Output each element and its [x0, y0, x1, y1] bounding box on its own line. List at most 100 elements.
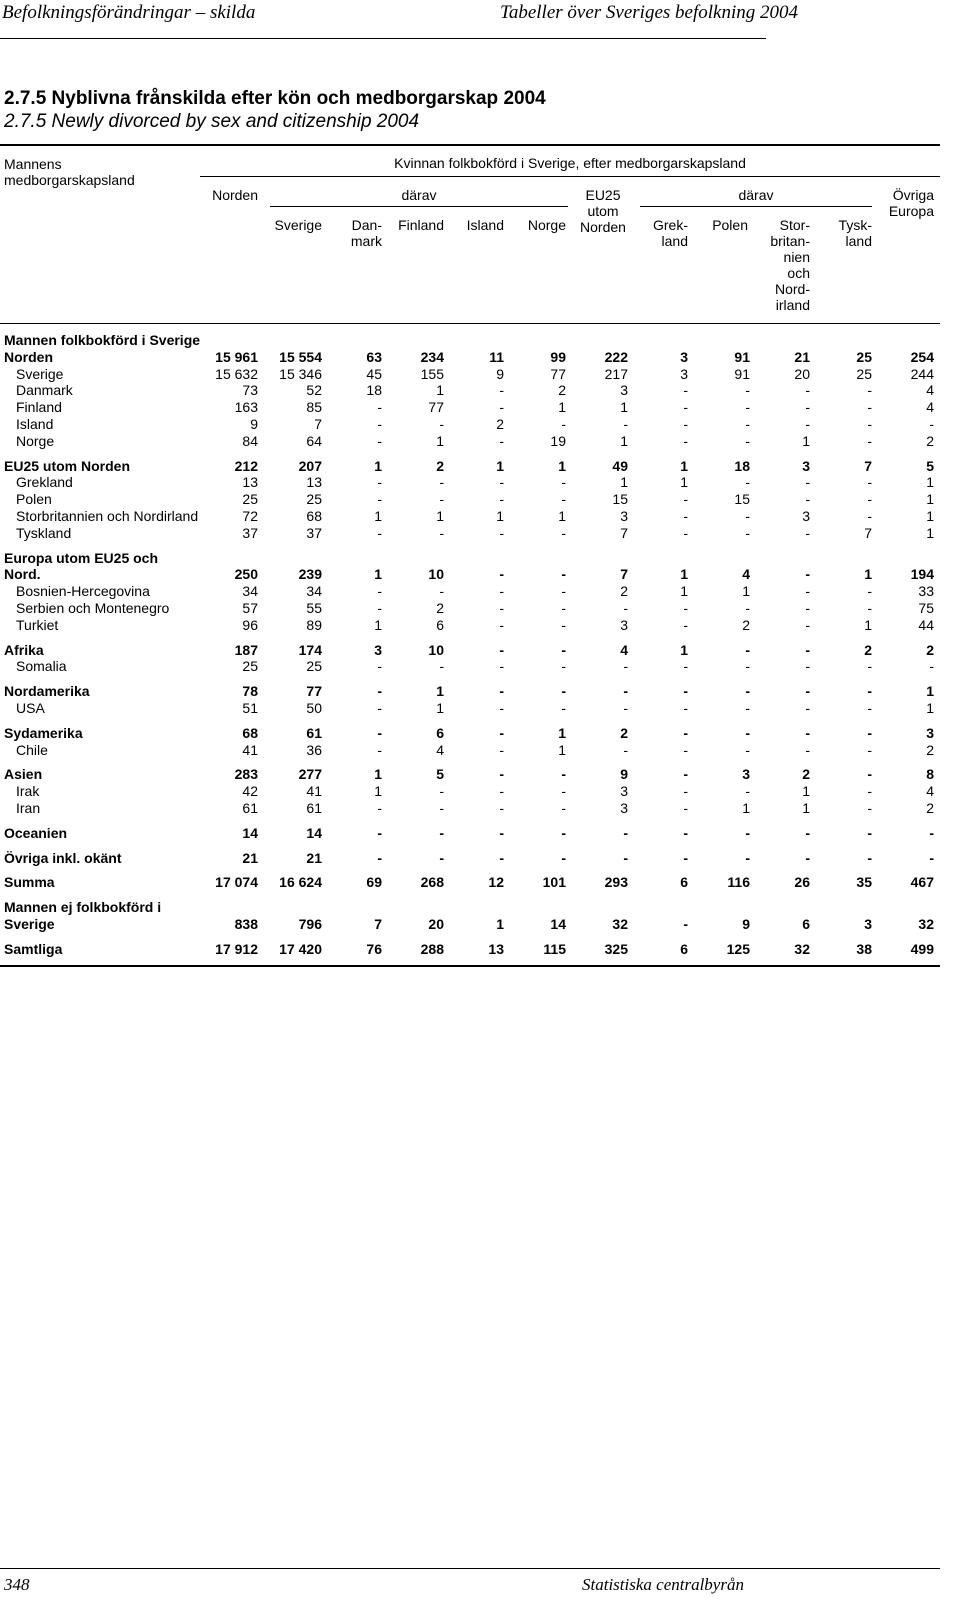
row-label: Serbien och Montenegro — [16, 600, 170, 616]
cell-value: 69 — [366, 874, 382, 891]
cell-value: - — [805, 724, 810, 741]
cell-value: 26 — [794, 874, 810, 891]
cell-value: 6 — [680, 874, 688, 891]
cell-value: 6 — [436, 616, 444, 633]
cell-value: 3 — [742, 766, 750, 783]
cell-value: 3 — [620, 382, 628, 399]
row-label: Sydamerika — [4, 724, 83, 741]
table-row: Övriga inkl. okänt 21 21 - - - - - - - - - - — [0, 850, 940, 867]
table-row: Polen 25 25 - - - - 15 - 15 - - 1 — [0, 491, 940, 508]
cell-value: 68 — [306, 508, 322, 524]
cell-value: 13 — [242, 474, 258, 491]
col-danmark: Dan- mark — [350, 217, 382, 249]
cell-value: 15 — [612, 491, 628, 508]
cell-value: 212 — [234, 457, 258, 474]
cell-value: 2 — [926, 641, 934, 658]
col-norden: Norden — [212, 187, 258, 203]
col-storbritannien: Stor- britan- nien och Nord- irland — [770, 217, 810, 313]
cell-value: 18 — [366, 382, 382, 399]
row-label: Irak — [16, 783, 40, 800]
cell-value: 34 — [242, 583, 258, 600]
cell-value: 6 — [802, 916, 810, 932]
cell-value: - — [377, 399, 382, 416]
cell-value: - — [377, 583, 382, 600]
cell-value: 85 — [306, 399, 322, 416]
cell-value: 1 — [802, 800, 810, 816]
cell-value: 3 — [926, 724, 934, 741]
cell-value: - — [439, 474, 444, 491]
cell-value: 1 — [926, 700, 934, 716]
cell-value: 2 — [620, 583, 628, 600]
col-tyskland: Tysk- land — [838, 217, 872, 249]
cell-value: 1 — [680, 457, 688, 474]
col-island: Island — [466, 217, 504, 233]
table-row: Sverige 15 632 15 346 45 155 9 77 217 3 91 20 25 244 — [0, 366, 940, 383]
cell-value: 17 912 — [215, 940, 258, 957]
cell-value: 293 — [604, 874, 628, 891]
cell-value: 4 — [742, 566, 750, 583]
cell-value: 64 — [306, 432, 322, 449]
cell-value: 2 — [742, 616, 750, 633]
cell-value: 8 — [926, 766, 934, 783]
cell-value: - — [805, 600, 810, 616]
table-top-rule — [0, 144, 940, 146]
cell-value: 14 — [550, 916, 566, 932]
cell-value: - — [805, 399, 810, 416]
cell-value: 61 — [306, 724, 322, 741]
row-label: Storbritannien och Nordirland — [16, 508, 199, 524]
cell-value: 1 — [926, 491, 934, 508]
cell-value: 2 — [436, 600, 444, 616]
cell-value: - — [561, 474, 566, 491]
cell-value: 1 — [436, 382, 444, 399]
row-label: Mannen folkbokförd i Sverige — [4, 332, 201, 348]
table-row: Irak 42 41 1 - - - 3 - - 1 - 4 — [0, 783, 940, 800]
cell-value: - — [745, 824, 750, 841]
row-label: Danmark — [16, 382, 73, 399]
cell-value: - — [683, 916, 688, 932]
row-label: Turkiet — [16, 616, 59, 633]
cell-value: 1 — [558, 508, 566, 524]
cell-value: 52 — [306, 382, 322, 399]
cell-value: 2 — [802, 766, 810, 783]
header-bottom-rule — [0, 323, 940, 324]
cell-value: 1 — [558, 399, 566, 416]
row-label: Chile — [16, 741, 48, 758]
table-row: Bosnien-Hercegovina 34 34 - - - - 2 1 1 - - 33 — [0, 583, 940, 600]
cell-value: - — [623, 824, 628, 841]
cell-value: 77 — [428, 399, 444, 416]
cell-value: 77 — [306, 683, 322, 700]
cell-value: 1 — [436, 683, 444, 700]
section-heading: Mannen ej folkbokförd i — [0, 899, 940, 916]
cell-value: - — [867, 783, 872, 800]
cell-value: - — [683, 524, 688, 541]
cell-value: - — [499, 474, 504, 491]
cell-value: 1 — [374, 783, 382, 800]
table-row: Chile 41 36 - 4 - 1 - - - - - 2 — [0, 742, 940, 759]
cell-value: 25 — [856, 348, 872, 365]
table-row: Grekland 13 13 - - - - 1 1 - - - 1 — [0, 474, 940, 491]
cell-value: 15 961 — [215, 348, 258, 365]
cell-value: 89 — [306, 616, 322, 633]
cell-value: 1 — [436, 432, 444, 449]
cell-value: 222 — [604, 348, 628, 365]
col-sverige: Sverige — [274, 217, 322, 233]
cell-value: - — [377, 741, 382, 758]
cell-value: 84 — [242, 432, 258, 449]
cell-value: - — [867, 724, 872, 741]
cell-value: 3 — [620, 800, 628, 816]
cell-value: - — [499, 824, 504, 841]
cell-value: 4 — [926, 399, 934, 416]
cell-value: 63 — [366, 348, 382, 365]
cell-value: - — [623, 700, 628, 716]
cell-value: 1 — [802, 783, 810, 800]
cell-value: - — [745, 724, 750, 741]
table-row: Norge 84 64 - 1 - 19 1 - - 1 - 2 — [0, 433, 940, 450]
cell-value: - — [623, 741, 628, 758]
cell-value: - — [561, 683, 566, 700]
cell-value: - — [745, 508, 750, 524]
cell-value: 21 — [242, 849, 258, 866]
cell-value: - — [745, 416, 750, 432]
cell-value: 33 — [918, 583, 934, 600]
cell-value: 32 — [794, 940, 810, 957]
row-label: Norge — [16, 432, 55, 449]
